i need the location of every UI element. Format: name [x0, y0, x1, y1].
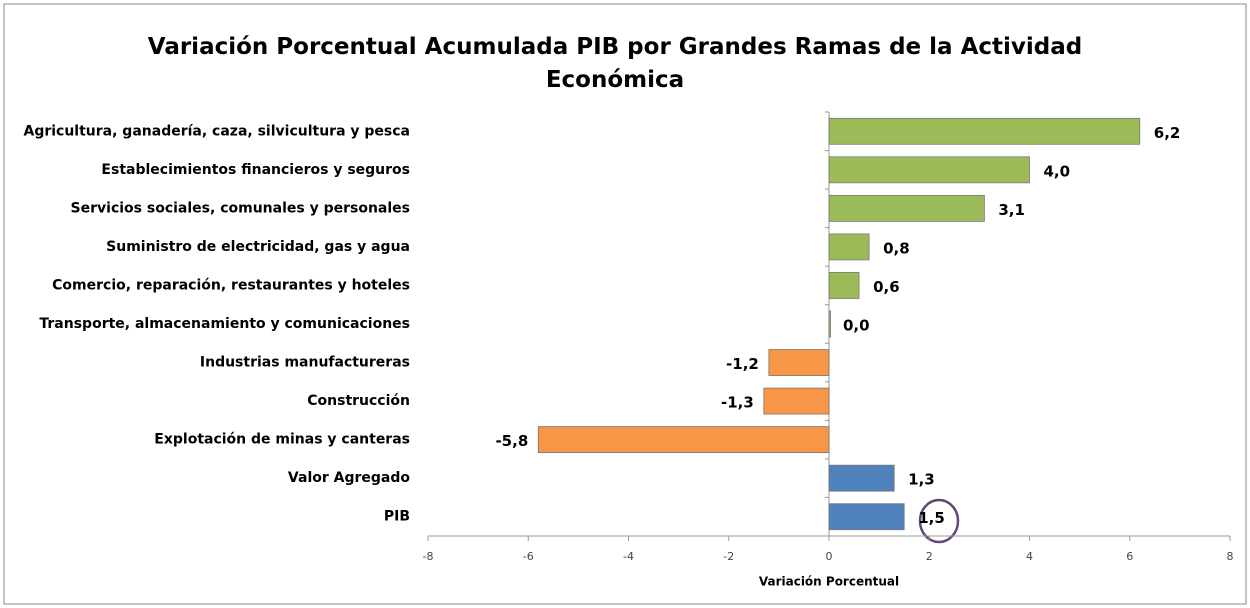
x-tick-label: 4: [1026, 550, 1033, 563]
x-tick-label: 8: [1227, 550, 1234, 563]
bar: [828, 117, 1141, 145]
title-line: Económica: [546, 67, 684, 93]
value-label: 1,5: [918, 509, 945, 527]
value-label: 0,0: [843, 317, 870, 335]
bar: [828, 464, 895, 492]
bar: [537, 426, 830, 454]
y-tick-label: Establecimientos financieros y seguros: [101, 162, 410, 178]
x-tick-label: -6: [523, 550, 534, 563]
value-label: 0,6: [873, 278, 900, 296]
x-tick-label: 2: [926, 550, 933, 563]
bar: [828, 503, 905, 531]
bar: [828, 156, 1030, 184]
y-tick-label: Comercio, reparación, restaurantes y hot…: [52, 277, 410, 293]
x-axis-label: Variación Porcentual: [759, 575, 899, 589]
y-tick-label: Servicios sociales, comunales y personal…: [71, 200, 410, 216]
x-tick-label: 0: [826, 550, 833, 563]
value-label: -5,8: [495, 432, 528, 450]
y-tick-label: PIB: [384, 509, 410, 525]
bar: [828, 310, 831, 338]
value-label: -1,2: [726, 355, 759, 373]
chart-title: Variación Porcentual Acumulada PIB por G…: [148, 34, 1082, 93]
value-label: 4,0: [1044, 162, 1071, 180]
y-tick-label: Transporte, almacenamiento y comunicacio…: [39, 316, 410, 332]
y-tick-label: Valor Agregado: [288, 470, 410, 486]
bar: [828, 194, 985, 222]
highlight-circle: [918, 498, 960, 544]
x-tick-label: 6: [1126, 550, 1133, 563]
bar: [763, 387, 830, 415]
y-tick-label: Explotación de minas y canteras: [154, 432, 410, 448]
title-line: Variación Porcentual Acumulada PIB por G…: [148, 34, 1082, 60]
bar: [768, 349, 830, 376]
x-tick-label: -2: [723, 550, 734, 563]
y-tick-label: Suministro de electricidad, gas y agua: [106, 239, 410, 255]
value-label: -1,3: [721, 394, 754, 412]
y-tick-label: Construcción: [307, 393, 410, 409]
x-tick-label: -8: [423, 550, 434, 563]
value-label: 3,1: [998, 201, 1025, 219]
value-label: 6,2: [1154, 124, 1181, 142]
value-label: 1,3: [908, 471, 935, 489]
y-tick-label: Industrias manufactureras: [200, 355, 410, 371]
bar: [828, 233, 870, 261]
value-label: 0,8: [883, 239, 910, 257]
bar: [828, 272, 860, 299]
y-tick-label: Agricultura, ganadería, caza, silvicultu…: [23, 123, 410, 139]
chart-frame: [3, 3, 1247, 605]
x-tick-label: -4: [623, 550, 634, 563]
